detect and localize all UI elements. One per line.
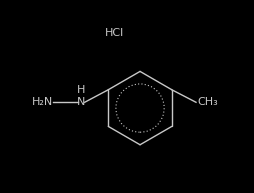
Text: CH₃: CH₃ [196, 97, 217, 107]
Text: N: N [77, 97, 85, 107]
Text: H₂N: H₂N [32, 97, 53, 107]
Text: H: H [77, 85, 85, 95]
Text: HCl: HCl [105, 28, 124, 38]
